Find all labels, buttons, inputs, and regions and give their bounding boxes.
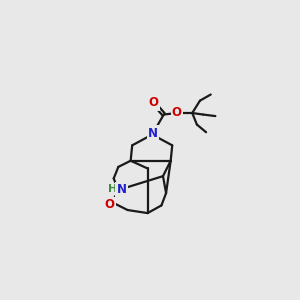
Text: H: H	[107, 184, 117, 194]
Text: O: O	[149, 97, 159, 110]
Text: O: O	[105, 198, 115, 211]
Text: N: N	[116, 183, 126, 196]
Text: O: O	[172, 106, 182, 119]
Text: N: N	[148, 127, 158, 140]
